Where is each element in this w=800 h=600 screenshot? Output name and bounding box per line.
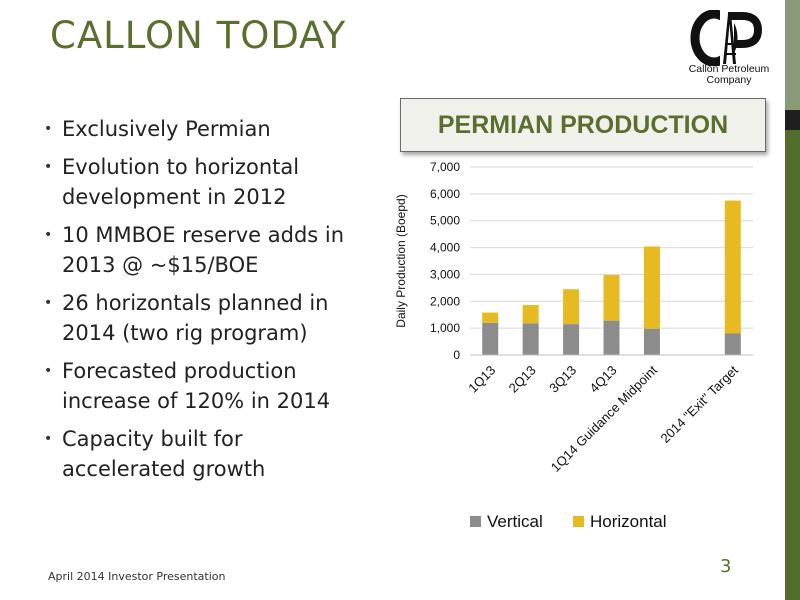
- bullet-dot-icon: •: [44, 159, 53, 175]
- bullet-dot-icon: •: [44, 227, 53, 243]
- bullet-list: • Exclusively Permian • Evolution to horizo…: [44, 114, 364, 492]
- chart-title-box: PERMIAN PRODUCTION: [400, 98, 766, 152]
- logo-text-line1: Callon Petroleum: [688, 63, 770, 75]
- y-tick-label: 0: [453, 348, 460, 362]
- y-tick-label: 6,000: [430, 187, 460, 201]
- footer-text: April 2014 Investor Presentation: [48, 570, 226, 583]
- bullet-item: • Exclusively Permian: [44, 114, 364, 144]
- bullet-text: Forecasted production increase of 120% i…: [62, 359, 331, 413]
- legend-label-horizontal: Horizontal: [590, 512, 667, 531]
- bullet-item: • 10 MMBOE reserve adds in 2013 @ ~$15/BO…: [44, 220, 364, 280]
- bullet-text: Evolution to horizontal development in 2…: [62, 155, 300, 209]
- bullet-item: • Evolution to horizontal development in …: [44, 152, 364, 212]
- bullet-dot-icon: •: [44, 295, 53, 311]
- permian-production-chart: 0 1,000 2,000 3,000 4,000 5,000 6,000 7,000 Dail…: [394, 160, 753, 531]
- sidebar-accent-top: [785, 0, 800, 110]
- bar-vertical: [482, 322, 499, 355]
- decorative-sidebar: [785, 0, 800, 600]
- bullet-text: Capacity built for accelerated growth: [62, 427, 266, 481]
- bar-horizontal: [643, 246, 660, 329]
- bar-vertical: [603, 320, 620, 355]
- bullet-dot-icon: •: [44, 431, 53, 447]
- y-tick-label: 2,000: [430, 294, 460, 308]
- x-tick-label: 2014 "Exit" Target: [658, 362, 742, 446]
- bullet-text: Exclusively Permian: [62, 117, 271, 141]
- chart-title: PERMIAN PRODUCTION: [437, 111, 729, 139]
- bar-horizontal: [724, 200, 741, 334]
- y-tick-label: 3,000: [430, 267, 460, 281]
- bullet-dot-icon: •: [44, 121, 53, 137]
- legend-swatch-vertical: [470, 516, 481, 527]
- bullet-dot-icon: •: [44, 363, 53, 379]
- bullet-item: • 26 horizontals planned in 2014 (two rig…: [44, 288, 364, 348]
- logo-text-line2: Company: [706, 74, 752, 86]
- bullet-item: • Capacity built for accelerated growth: [44, 424, 364, 484]
- y-tick-label: 4,000: [430, 241, 460, 255]
- x-tick-label: 3Q13: [546, 363, 579, 396]
- y-axis-label: Daily Production (Boepd): [394, 194, 408, 327]
- derrick-logo-icon: [690, 9, 763, 67]
- sidebar-accent-dark: [785, 110, 800, 130]
- bar-vertical: [724, 333, 741, 355]
- page-number: 3: [720, 556, 732, 577]
- legend-swatch-horizontal: [573, 516, 584, 527]
- x-tick-label: 1Q13: [465, 363, 498, 396]
- bar-horizontal: [522, 305, 539, 324]
- x-tick-label: 2Q13: [506, 363, 539, 396]
- bar-vertical: [643, 328, 660, 355]
- bullet-text: 26 horizontals planned in 2014 (two rig …: [62, 291, 329, 345]
- bar-horizontal: [482, 312, 499, 323]
- x-tick-label: 4Q13: [587, 363, 620, 396]
- legend-label-vertical: Vertical: [487, 512, 543, 531]
- y-tick-label: 1,000: [430, 321, 460, 335]
- bar-vertical: [522, 323, 539, 355]
- bullet-item: • Forecasted production increase of 120% …: [44, 356, 364, 416]
- y-tick-label: 5,000: [430, 214, 460, 228]
- bar-horizontal: [563, 289, 580, 325]
- y-tick-label: 7,000: [430, 160, 460, 174]
- logo-company-name: Callon Petroleum Company: [676, 64, 782, 86]
- company-logo: Callon Petroleum Company: [676, 9, 782, 92]
- bullet-text: 10 MMBOE reserve adds in 2013 @ ~$15/BOE: [62, 223, 345, 277]
- slide-title: CALLON TODAY: [50, 14, 347, 57]
- bar-horizontal: [603, 274, 620, 321]
- bar-vertical: [563, 324, 580, 355]
